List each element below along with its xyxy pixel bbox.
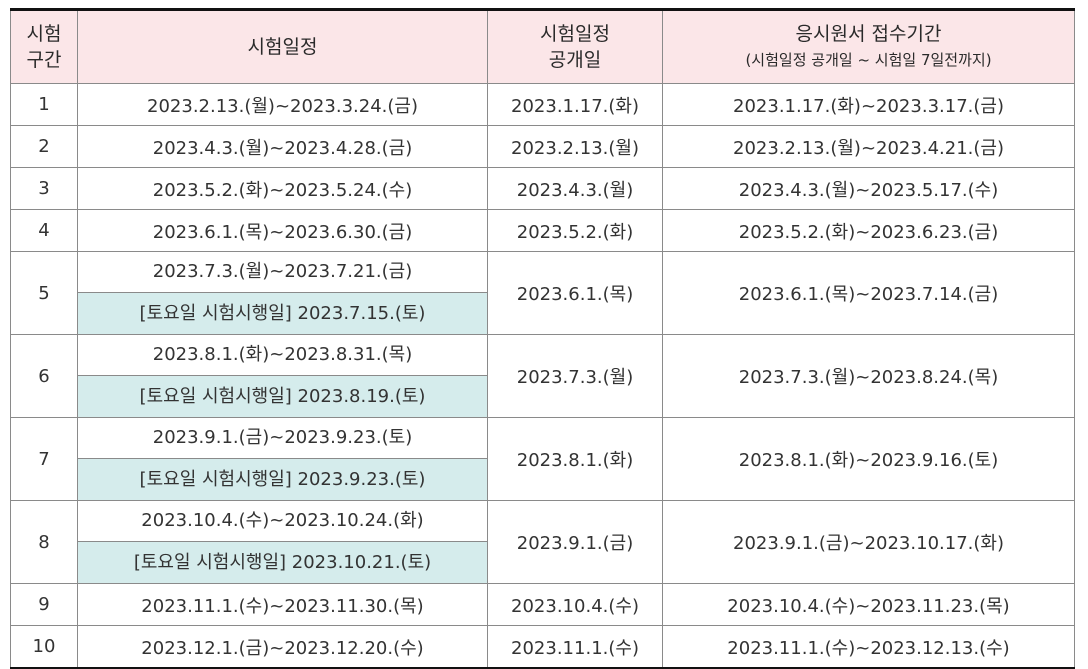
schedule-pair: 2023.8.1.(화)~2023.8.31.(목) [토요일 시험시행일] 20… — [78, 335, 487, 417]
table-row: 4 2023.6.1.(목)~2023.6.30.(금) 2023.5.2.(화) 2… — [10, 209, 1075, 252]
section-number-cell: 6 — [10, 334, 78, 418]
header-application-line2: (시험일정 공개일 ~ 시험일 7일전까지) — [745, 51, 992, 69]
schedule-range: 2023.7.3.(월)~2023.7.21.(금) — [78, 252, 487, 293]
section-number-cell: 2 — [10, 125, 78, 168]
table-row: 3 2023.5.2.(화)~2023.5.24.(수) 2023.4.3.(월) 2… — [10, 167, 1075, 210]
schedule-range: 2023.8.1.(화)~2023.8.31.(목) — [78, 335, 487, 376]
published-date-cell: 2023.6.1.(목) — [487, 251, 663, 335]
table-row: 2 2023.4.3.(월)~2023.4.28.(금) 2023.2.13.(월)… — [10, 125, 1075, 168]
schedule-range: 2023.9.1.(금)~2023.9.23.(토) — [78, 418, 487, 459]
schedule-cell: 2023.6.1.(목)~2023.6.30.(금) — [77, 209, 488, 252]
section-number-cell: 10 — [10, 625, 78, 669]
schedule-cell: 2023.12.1.(금)~2023.12.20.(수) — [77, 625, 488, 669]
section-number-cell: 5 — [10, 251, 78, 335]
section-number-cell: 3 — [10, 167, 78, 210]
header-application-line1: 응시원서 접수기간 — [795, 23, 942, 45]
header-published-line2: 공개일 — [548, 49, 602, 71]
saturday-exam-date: [토요일 시험시행일] 2023.8.19.(토) — [78, 376, 487, 417]
application-period-cell: 2023.11.1.(수)~2023.12.13.(수) — [662, 625, 1075, 669]
table-row: 1 2023.2.13.(월)~2023.3.24.(금) 2023.1.17.(화… — [10, 83, 1075, 126]
published-date-cell: 2023.4.3.(월) — [487, 167, 663, 210]
schedule-cell: 2023.5.2.(화)~2023.5.24.(수) — [77, 167, 488, 210]
section-number-cell: 4 — [10, 209, 78, 252]
section-number-cell: 7 — [10, 417, 78, 501]
section-number-cell: 8 — [10, 500, 78, 584]
saturday-exam-date: [토요일 시험시행일] 2023.9.23.(토) — [78, 459, 487, 500]
schedule-cell: 2023.9.1.(금)~2023.9.23.(토) [토요일 시험시행일] 20… — [77, 417, 488, 501]
header-published: 시험일정 공개일 — [487, 9, 663, 84]
application-period-cell: 2023.6.1.(목)~2023.7.14.(금) — [662, 251, 1075, 335]
published-date-cell: 2023.5.2.(화) — [487, 209, 663, 252]
header-section-line2: 구간 — [26, 49, 62, 71]
schedule-range: 2023.10.4.(수)~2023.10.24.(화) — [78, 501, 487, 542]
table-row: 8 2023.10.4.(수)~2023.10.24.(화) [토요일 시험시행일]… — [10, 500, 1075, 584]
application-period-cell: 2023.9.1.(금)~2023.10.17.(화) — [662, 500, 1075, 584]
table-row: 6 2023.8.1.(화)~2023.8.31.(목) [토요일 시험시행일] 2… — [10, 334, 1075, 418]
schedule-cell: 2023.11.1.(수)~2023.11.30.(목) — [77, 583, 488, 626]
table-body: 1 2023.2.13.(월)~2023.3.24.(금) 2023.1.17.(화… — [10, 83, 1075, 669]
application-period-cell: 2023.7.3.(월)~2023.8.24.(목) — [662, 334, 1075, 418]
header-section-line1: 시험 — [26, 23, 62, 45]
application-period-cell: 2023.4.3.(월)~2023.5.17.(수) — [662, 167, 1075, 210]
header-application: 응시원서 접수기간 (시험일정 공개일 ~ 시험일 7일전까지) — [662, 9, 1075, 84]
saturday-exam-date: [토요일 시험시행일] 2023.10.21.(토) — [78, 542, 487, 583]
section-number-cell: 1 — [10, 83, 78, 126]
application-period-cell: 2023.10.4.(수)~2023.11.23.(목) — [662, 583, 1075, 626]
table-header: 시험 구간 시험일정 시험일정 공개일 응시원서 접수기간 (시험일정 공개일 … — [10, 9, 1075, 84]
published-date-cell: 2023.10.4.(수) — [487, 583, 663, 626]
schedule-cell: 2023.2.13.(월)~2023.3.24.(금) — [77, 83, 488, 126]
published-date-cell: 2023.9.1.(금) — [487, 500, 663, 584]
application-period-cell: 2023.5.2.(화)~2023.6.23.(금) — [662, 209, 1075, 252]
schedule-cell: 2023.4.3.(월)~2023.4.28.(금) — [77, 125, 488, 168]
saturday-exam-date: [토요일 시험시행일] 2023.7.15.(토) — [78, 293, 487, 334]
header-row: 시험 구간 시험일정 시험일정 공개일 응시원서 접수기간 (시험일정 공개일 … — [10, 9, 1075, 84]
published-date-cell: 2023.7.3.(월) — [487, 334, 663, 418]
schedule-cell: 2023.8.1.(화)~2023.8.31.(목) [토요일 시험시행일] 20… — [77, 334, 488, 418]
schedule-pair: 2023.7.3.(월)~2023.7.21.(금) [토요일 시험시행일] 20… — [78, 252, 487, 334]
application-period-cell: 2023.1.17.(화)~2023.3.17.(금) — [662, 83, 1075, 126]
table-row: 7 2023.9.1.(금)~2023.9.23.(토) [토요일 시험시행일] 2… — [10, 417, 1075, 501]
table-row: 5 2023.7.3.(월)~2023.7.21.(금) [토요일 시험시행일] 2… — [10, 251, 1075, 335]
section-number-cell: 9 — [10, 583, 78, 626]
application-period-cell: 2023.2.13.(월)~2023.4.21.(금) — [662, 125, 1075, 168]
header-published-line1: 시험일정 — [540, 23, 610, 45]
header-schedule: 시험일정 — [77, 9, 488, 84]
exam-schedule-table: 시험 구간 시험일정 시험일정 공개일 응시원서 접수기간 (시험일정 공개일 … — [10, 8, 1075, 669]
published-date-cell: 2023.2.13.(월) — [487, 125, 663, 168]
published-date-cell: 2023.11.1.(수) — [487, 625, 663, 669]
application-period-cell: 2023.8.1.(화)~2023.9.16.(토) — [662, 417, 1075, 501]
header-section: 시험 구간 — [10, 9, 78, 84]
table-row: 10 2023.12.1.(금)~2023.12.20.(수) 2023.11.1.… — [10, 625, 1075, 669]
schedule-pair: 2023.10.4.(수)~2023.10.24.(화) [토요일 시험시행일] … — [78, 501, 487, 583]
schedule-cell: 2023.7.3.(월)~2023.7.21.(금) [토요일 시험시행일] 20… — [77, 251, 488, 335]
published-date-cell: 2023.1.17.(화) — [487, 83, 663, 126]
schedule-pair: 2023.9.1.(금)~2023.9.23.(토) [토요일 시험시행일] 20… — [78, 418, 487, 500]
exam-schedule-table-container: 시험 구간 시험일정 시험일정 공개일 응시원서 접수기간 (시험일정 공개일 … — [10, 8, 1075, 669]
table-row: 9 2023.11.1.(수)~2023.11.30.(목) 2023.10.4.(… — [10, 583, 1075, 626]
schedule-cell: 2023.10.4.(수)~2023.10.24.(화) [토요일 시험시행일] … — [77, 500, 488, 584]
published-date-cell: 2023.8.1.(화) — [487, 417, 663, 501]
